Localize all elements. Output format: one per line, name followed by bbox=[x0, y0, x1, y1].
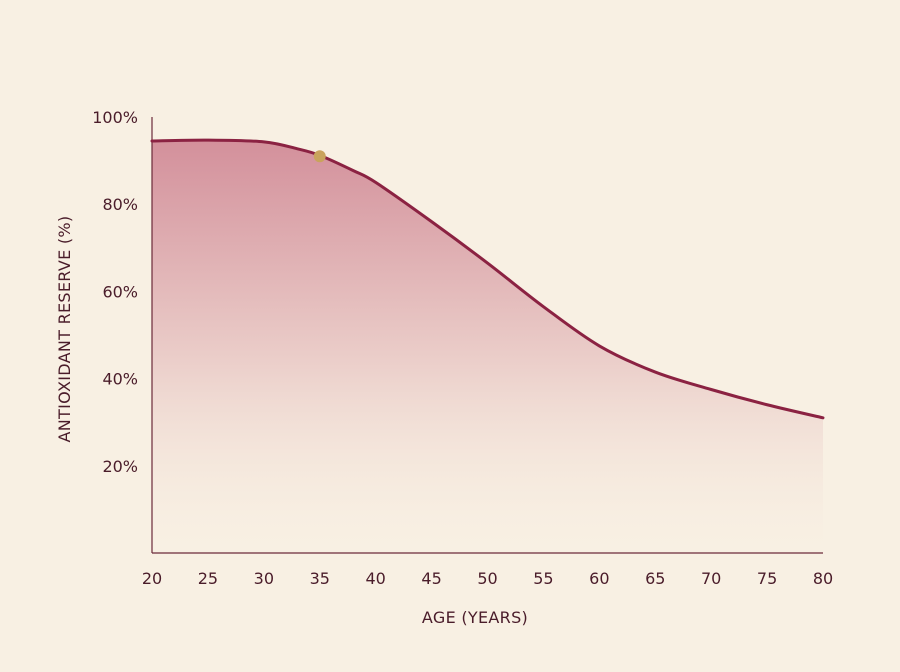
x-tick-label: 40 bbox=[365, 569, 385, 588]
y-tick-label: 20% bbox=[102, 457, 138, 476]
x-tick-label: 45 bbox=[421, 569, 441, 588]
y-axis-title: ANTIOXIDANT RESERVE (%) bbox=[55, 216, 74, 443]
y-tick-label: 60% bbox=[102, 282, 138, 301]
x-tick-label: 80 bbox=[813, 569, 833, 588]
y-tick-label: 100% bbox=[92, 108, 138, 127]
plot-area bbox=[150, 117, 825, 554]
x-tick-label: 25 bbox=[198, 569, 218, 588]
y-tick-labels: 20% 40% 60% 80% 100% bbox=[92, 108, 138, 476]
series-line bbox=[150, 138, 825, 420]
x-tick-label: 20 bbox=[142, 569, 162, 588]
x-tick-label: 60 bbox=[589, 569, 609, 588]
x-tick-label: 75 bbox=[757, 569, 777, 588]
x-tick-label: 65 bbox=[645, 569, 665, 588]
x-tick-labels: 20 25 30 35 40 45 50 55 60 65 70 75 80 bbox=[142, 569, 833, 588]
highlight-point bbox=[313, 150, 326, 163]
x-tick-label: 35 bbox=[310, 569, 330, 588]
x-tick-label: 30 bbox=[254, 569, 274, 588]
area-fill bbox=[152, 140, 823, 553]
x-tick-label: 70 bbox=[701, 569, 721, 588]
x-tick-label: 50 bbox=[477, 569, 497, 588]
x-tick-label: 55 bbox=[533, 569, 553, 588]
y-tick-label: 40% bbox=[102, 370, 138, 389]
x-axis-title: AGE (YEARS) bbox=[422, 608, 528, 627]
y-tick-label: 80% bbox=[102, 195, 138, 214]
